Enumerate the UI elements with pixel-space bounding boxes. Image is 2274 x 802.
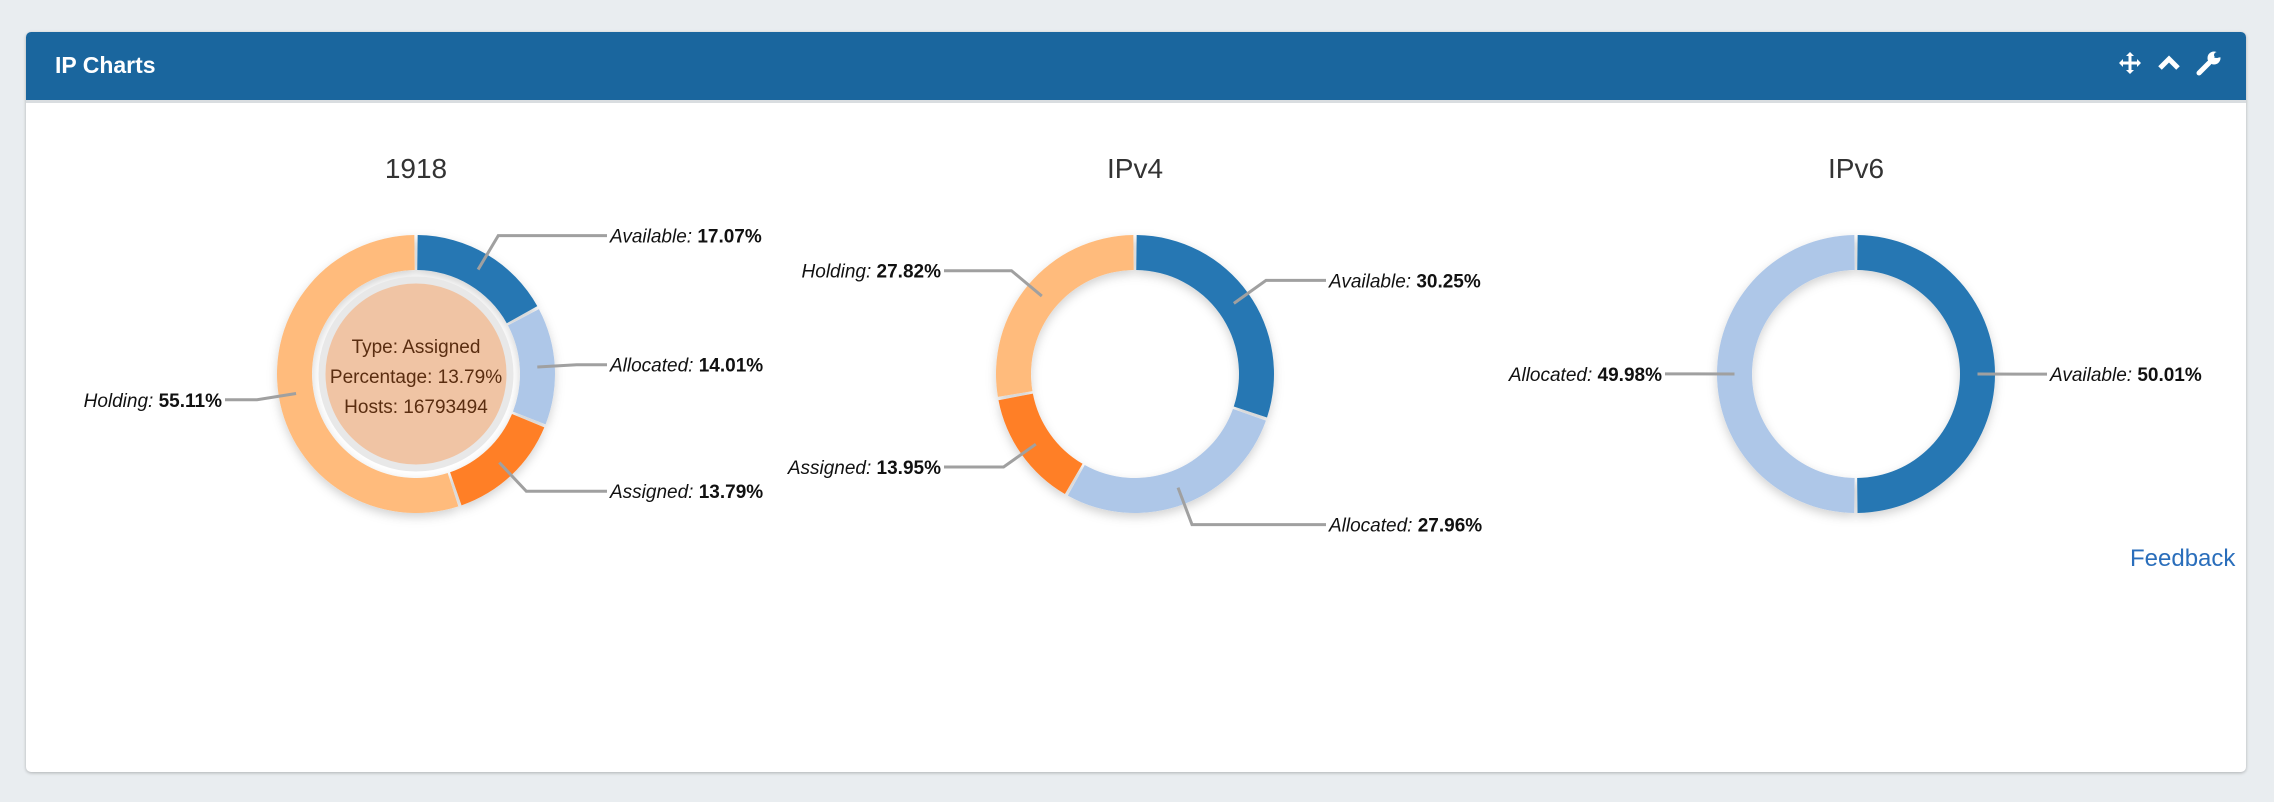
leader-line xyxy=(944,442,1037,469)
move-icon[interactable] xyxy=(2118,51,2142,75)
slice-available[interactable] xyxy=(1136,235,1275,418)
feedback-link[interactable]: Feedback xyxy=(2130,545,2236,572)
slice-available[interactable] xyxy=(417,235,538,324)
leader-line xyxy=(537,363,607,369)
donut-chart-ipv6: IPv6 Available: 50.01% Allocated: 49.98% xyxy=(1508,153,2202,513)
tooltip-circle xyxy=(318,276,514,472)
slice-assigned[interactable] xyxy=(450,413,545,506)
donut-chart-1918: 1918 Available: 17.07% Allocated: 14.01% As… xyxy=(84,153,763,513)
chevron-up-icon[interactable] xyxy=(2158,55,2180,71)
slice-label: Available: 50.01% xyxy=(2049,365,2202,386)
slice-available[interactable] xyxy=(1857,235,1996,513)
slice-allocated[interactable] xyxy=(1067,408,1266,513)
leader-line xyxy=(476,234,607,271)
slice-label: Assigned: 13.79% xyxy=(609,482,763,503)
slice-label: Allocated: 49.98% xyxy=(1508,365,1662,386)
slice-label: Holding: 27.82% xyxy=(802,262,942,283)
tooltip-percentage: Percentage: 13.79% xyxy=(330,367,502,388)
leader-line xyxy=(498,461,607,493)
slice-label: Available: 17.07% xyxy=(609,227,762,248)
chart-title: 1918 xyxy=(385,153,447,184)
leader-line xyxy=(1176,487,1326,527)
slice-label: Holding: 55.11% xyxy=(84,391,222,412)
slice-holding[interactable] xyxy=(996,235,1134,397)
slice-holding[interactable] xyxy=(277,235,459,513)
slice-label: Assigned: 13.95% xyxy=(787,458,941,479)
leader-line xyxy=(944,269,1043,298)
panel-title: IP Charts xyxy=(55,52,156,78)
chart-title: IPv4 xyxy=(1107,153,1163,184)
chart-title: IPv6 xyxy=(1828,153,1884,184)
donut-chart-ipv4: IPv4 Available: 30.25% Allocated: 27.96% As… xyxy=(787,153,1482,537)
tooltip-type: Type: Assigned xyxy=(352,337,481,358)
leader-line xyxy=(225,391,297,402)
leader-line xyxy=(1232,278,1326,305)
slice-label: Allocated: 14.01% xyxy=(609,356,763,377)
slice-label: Allocated: 27.96% xyxy=(1328,516,1482,537)
slice-allocated[interactable] xyxy=(507,309,555,425)
ip-charts-panel: IP Charts 1918 Available: 17.07% Allocated… xyxy=(26,32,2246,772)
slice-allocated[interactable] xyxy=(1716,235,1855,513)
charts-area: 1918 Available: 17.07% Allocated: 14.01% As… xyxy=(84,153,2202,537)
slice-assigned[interactable] xyxy=(998,393,1083,495)
panel-header: IP Charts xyxy=(26,32,2246,103)
tooltip-hosts: Hosts: 16793494 xyxy=(344,397,488,418)
slice-label: Available: 30.25% xyxy=(1328,271,1481,292)
wrench-icon[interactable] xyxy=(2196,50,2222,76)
